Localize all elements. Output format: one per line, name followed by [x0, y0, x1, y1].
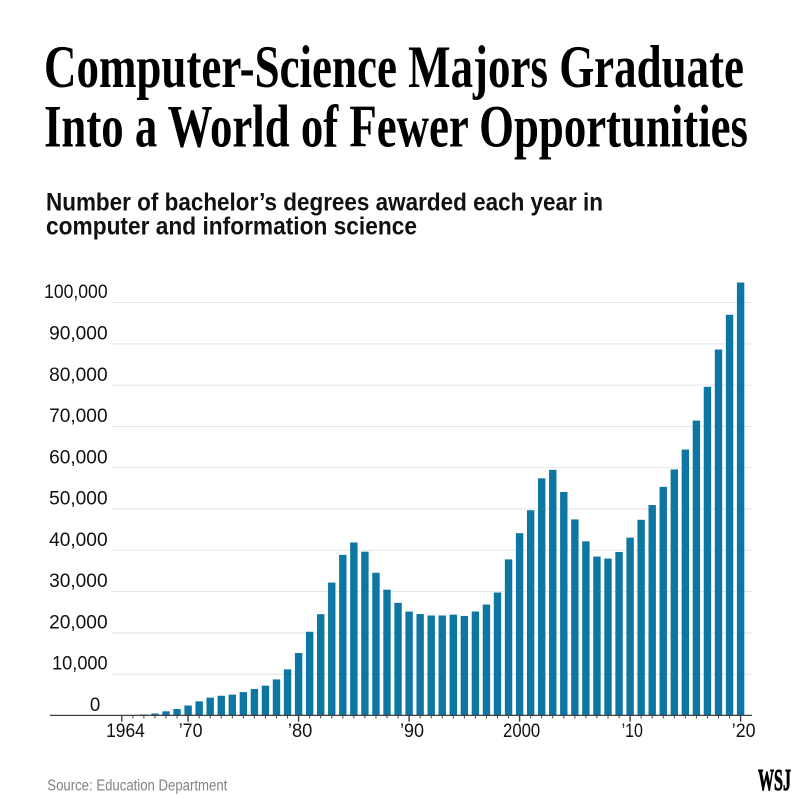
svg-text:30,000: 30,000 [49, 570, 108, 592]
svg-text:50,000: 50,000 [49, 488, 108, 510]
svg-text:computer and information scien: computer and information science [46, 213, 417, 241]
svg-text:0: 0 [90, 694, 101, 716]
svg-text:’70: ’70 [179, 720, 203, 742]
svg-text:Into a World of Fewer Opportun: Into a World of Fewer Opportunities [44, 93, 748, 159]
svg-text:60,000: 60,000 [49, 446, 108, 468]
svg-text:80,000: 80,000 [49, 364, 108, 386]
svg-text:1964: 1964 [106, 720, 145, 742]
svg-text:’20: ’20 [732, 720, 756, 742]
svg-text:Number of bachelor’s degrees a: Number of bachelor’s degrees awarded eac… [46, 189, 603, 217]
svg-text:’10: ’10 [622, 720, 643, 742]
svg-text:90,000: 90,000 [49, 322, 108, 344]
svg-text:’90: ’90 [400, 720, 424, 742]
svg-text:100,000: 100,000 [44, 281, 108, 303]
svg-text:Source: Education Department: Source: Education Department [47, 778, 228, 795]
svg-text:10,000: 10,000 [52, 653, 108, 675]
svg-text:’80: ’80 [288, 720, 313, 742]
svg-text:20,000: 20,000 [49, 611, 108, 633]
svg-text:WSJ: WSJ [758, 762, 791, 797]
svg-text:Computer-Science Majors Gradua: Computer-Science Majors Graduate [44, 34, 744, 100]
svg-text:40,000: 40,000 [49, 529, 108, 551]
svg-text:70,000: 70,000 [49, 405, 108, 427]
svg-text:2000: 2000 [503, 720, 540, 742]
